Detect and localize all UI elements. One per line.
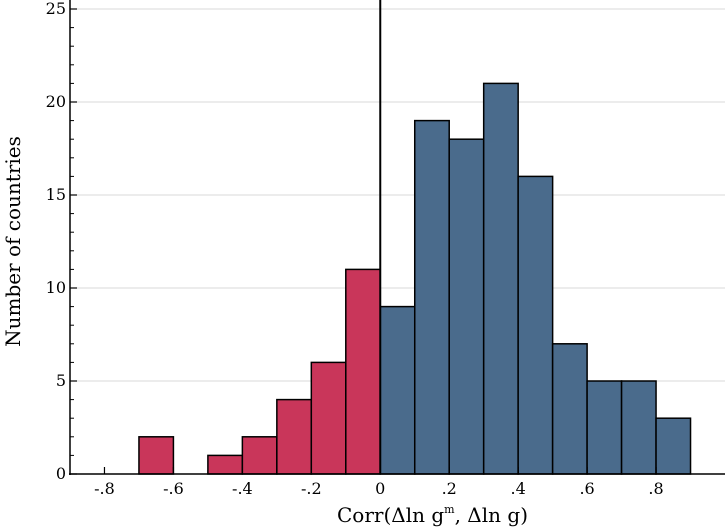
x-tick-label: .6 [579,479,594,498]
y-tick-label: 20 [46,92,66,111]
y-axis-ticks: 0 5 10 15 20 25 [46,0,77,483]
histogram-bars [138,82,692,475]
x-tick-label: .8 [648,479,663,498]
histogram-bar [207,454,244,475]
histogram-bar [517,175,554,475]
x-tick-label: 0 [375,479,385,498]
y-axis-title: Number of countries [1,136,25,347]
histogram-bar [138,436,175,475]
x-tick-label: .2 [442,479,457,498]
x-axis-title: Corr(Δln gm, Δln g) [337,503,528,527]
histogram-bar [345,268,382,475]
axes [69,0,725,475]
x-axis-ticks: -.8 -.6 -.4 -.2 0 .2 .4 .6 .8 [69,467,692,498]
x-axis-title-end: , Δln g) [455,503,528,527]
histogram-bar [448,138,485,475]
histogram-bar [482,82,519,475]
x-axis-title-superscript: m [444,503,455,516]
x-tick-label: .4 [511,479,526,498]
histogram-bar [379,305,416,475]
histogram-bar [586,380,623,475]
x-tick-label: -.2 [301,479,322,498]
y-tick-label: 5 [56,371,66,390]
histogram-bar [276,398,313,475]
histogram-bar [551,343,588,475]
histogram-bar [413,119,450,475]
histogram-bar [620,380,657,475]
histogram-bar [655,417,692,475]
x-tick-label: -.8 [94,479,115,498]
y-tick-label: 10 [46,278,66,297]
y-tick-label: 25 [46,0,66,18]
histogram-bar [241,436,278,475]
y-tick-label: 0 [56,464,66,483]
histogram-bar [310,361,347,475]
x-tick-label: -.4 [232,479,253,498]
x-tick-label: -.6 [163,479,184,498]
y-tick-label: 15 [46,185,66,204]
x-axis-title-main: Corr(Δln g [337,503,444,527]
